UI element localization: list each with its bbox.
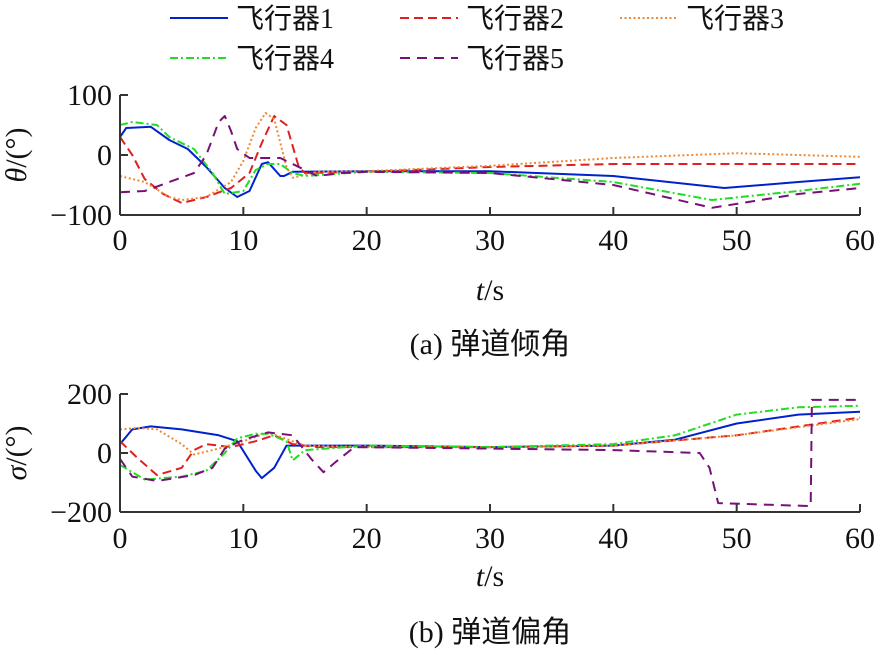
y-axis-label: θ/(°) <box>0 127 33 182</box>
series-line-1 <box>120 125 861 198</box>
legend: 飞行器1 飞行器2 飞行器3 飞行器4 飞行器5 <box>170 3 784 75</box>
legend-entry: 飞行器3 <box>620 3 784 35</box>
series-line-4 <box>120 404 861 481</box>
x-tick-label: 40 <box>598 522 628 555</box>
series-line-3 <box>120 418 861 456</box>
series-line-1 <box>120 410 861 480</box>
legend-entry: 飞行器1 <box>170 3 334 35</box>
y-tick-label: 200 <box>67 378 112 411</box>
series-line-2 <box>120 416 861 477</box>
series-line-5 <box>120 398 860 508</box>
x-axis-label-unit: /s <box>484 274 504 307</box>
x-tick-label: 30 <box>475 224 505 257</box>
y-axis-label-symbol: σ <box>0 465 33 481</box>
panel-caption: (a) 弹道倾角 <box>410 328 571 361</box>
y-axis-label-symbol: θ <box>0 168 33 183</box>
legend-entry: 飞行器4 <box>170 43 334 75</box>
x-axis-label-symbol: t <box>476 274 485 307</box>
x-tick-label: 20 <box>352 224 382 257</box>
series-line-4 <box>120 121 861 201</box>
series-line-5 <box>120 115 861 209</box>
legend-label: 飞行器3 <box>686 3 784 35</box>
y-axis-label: σ/(°) <box>0 425 33 480</box>
legend-label: 飞行器5 <box>466 43 564 75</box>
y-tick-label: 0 <box>97 139 112 172</box>
legend-entry: 飞行器5 <box>400 43 564 75</box>
legend-label: 飞行器1 <box>236 3 334 35</box>
x-tick-label: 60 <box>845 522 875 555</box>
legend-label: 飞行器2 <box>466 3 564 35</box>
x-axis-label: t/s <box>476 560 504 593</box>
y-tick-label: −100 <box>50 199 112 232</box>
y-tick-label: 100 <box>67 79 112 112</box>
x-tick-label: 0 <box>113 224 128 257</box>
panel-caption: (b) 弹道偏角 <box>409 616 571 649</box>
x-axis-label-symbol: t <box>476 560 485 593</box>
x-tick-label: 60 <box>845 224 875 257</box>
x-tick-label: 40 <box>598 224 628 257</box>
legend-label: 飞行器4 <box>236 43 334 75</box>
series-line-3 <box>120 112 861 201</box>
x-tick-label: 20 <box>352 522 382 555</box>
x-tick-label: 10 <box>228 224 258 257</box>
y-axis-label-unit: /(°) <box>0 425 33 465</box>
legend-entry: 飞行器2 <box>400 3 564 35</box>
x-tick-label: 50 <box>722 522 752 555</box>
x-tick-label: 30 <box>475 522 505 555</box>
x-tick-label: 50 <box>722 224 752 257</box>
y-tick-label: 0 <box>97 437 112 470</box>
y-tick-label: −200 <box>50 496 112 529</box>
x-axis-label-unit: /s <box>484 560 504 593</box>
x-tick-label: 0 <box>113 522 128 555</box>
x-tick-label: 10 <box>228 522 258 555</box>
x-axis-label: t/s <box>476 274 504 307</box>
series-line-2 <box>120 115 860 204</box>
y-axis-label-unit: /(°) <box>0 127 33 167</box>
